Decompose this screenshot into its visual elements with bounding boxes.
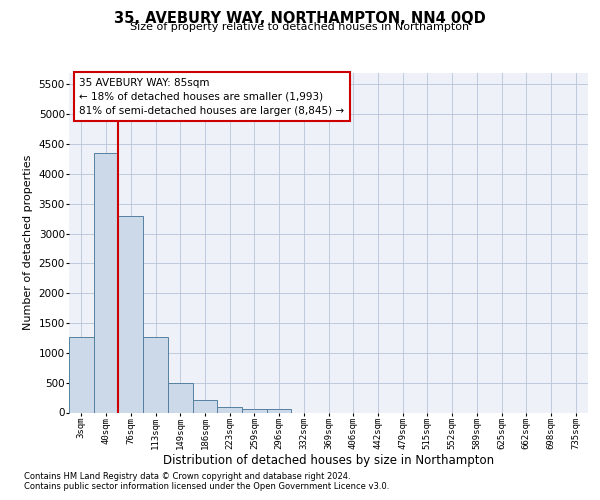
Bar	[69, 336, 94, 412]
Bar	[242, 408, 267, 412]
Text: 35, AVEBURY WAY, NORTHAMPTON, NN4 0QD: 35, AVEBURY WAY, NORTHAMPTON, NN4 0QD	[114, 11, 486, 26]
Text: Contains HM Land Registry data © Crown copyright and database right 2024.: Contains HM Land Registry data © Crown c…	[24, 472, 350, 481]
X-axis label: Distribution of detached houses by size in Northampton: Distribution of detached houses by size …	[163, 454, 494, 468]
Text: 35 AVEBURY WAY: 85sqm
← 18% of detached houses are smaller (1,993)
81% of semi-d: 35 AVEBURY WAY: 85sqm ← 18% of detached …	[79, 78, 344, 116]
Bar	[143, 336, 168, 412]
Bar	[193, 400, 217, 412]
Y-axis label: Number of detached properties: Number of detached properties	[23, 155, 33, 330]
Bar	[217, 407, 242, 412]
Text: Size of property relative to detached houses in Northampton: Size of property relative to detached ho…	[130, 22, 470, 32]
Bar	[94, 153, 118, 412]
Bar	[267, 409, 292, 412]
Text: Contains public sector information licensed under the Open Government Licence v3: Contains public sector information licen…	[24, 482, 389, 491]
Bar	[118, 216, 143, 412]
Bar	[168, 384, 193, 412]
